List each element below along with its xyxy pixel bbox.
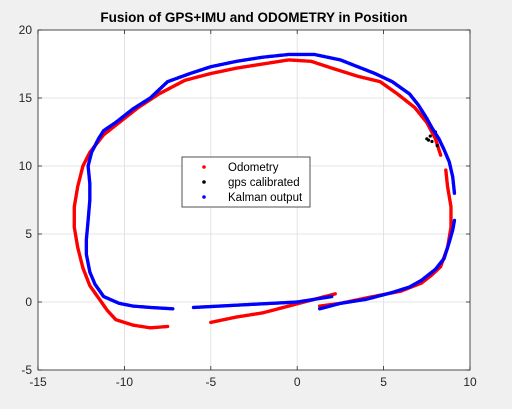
data-point (444, 168, 448, 172)
data-point (428, 134, 432, 138)
ticks: -15 -10 -5 0 5 10 -5 0 5 10 15 20 (19, 23, 477, 389)
series-kalman-output (84, 52, 457, 311)
legend-entry: Odometry (228, 162, 279, 174)
y-tick-label: 15 (19, 91, 33, 105)
data-point (452, 191, 457, 195)
legend-entry: Kalman output (228, 192, 303, 204)
data-point (425, 137, 429, 141)
data-point (438, 153, 443, 157)
legend-entry: gps calibrated (228, 177, 300, 189)
data-point (452, 218, 457, 223)
x-tick-label: -15 (29, 375, 47, 389)
data-point (435, 144, 439, 148)
legend-marker (202, 165, 206, 169)
y-tick-label: 0 (25, 295, 32, 309)
chart-title: Fusion of GPS+IMU and ODOMETRY in Positi… (100, 10, 407, 25)
y-tick-label: 10 (19, 159, 33, 173)
legend-marker (202, 195, 206, 199)
axes-box (37, 29, 471, 371)
x-tick-label: -10 (116, 375, 134, 389)
series-gps-calibrated (425, 130, 439, 148)
data-point (430, 139, 434, 144)
data-point (333, 292, 337, 296)
legend-marker (202, 180, 206, 184)
data-point (330, 294, 334, 299)
x-tick-label: 5 (380, 375, 387, 389)
x-tick-label: -5 (205, 375, 216, 389)
data-layer (72, 52, 457, 330)
y-tick-label: 5 (25, 227, 32, 241)
legend: Odometry gps calibrated Kalman output (181, 156, 311, 208)
y-tick-label: -5 (21, 363, 32, 377)
x-tick-label: 0 (294, 375, 301, 389)
y-tick-label: 20 (19, 23, 33, 37)
x-tick-label: 10 (463, 375, 477, 389)
